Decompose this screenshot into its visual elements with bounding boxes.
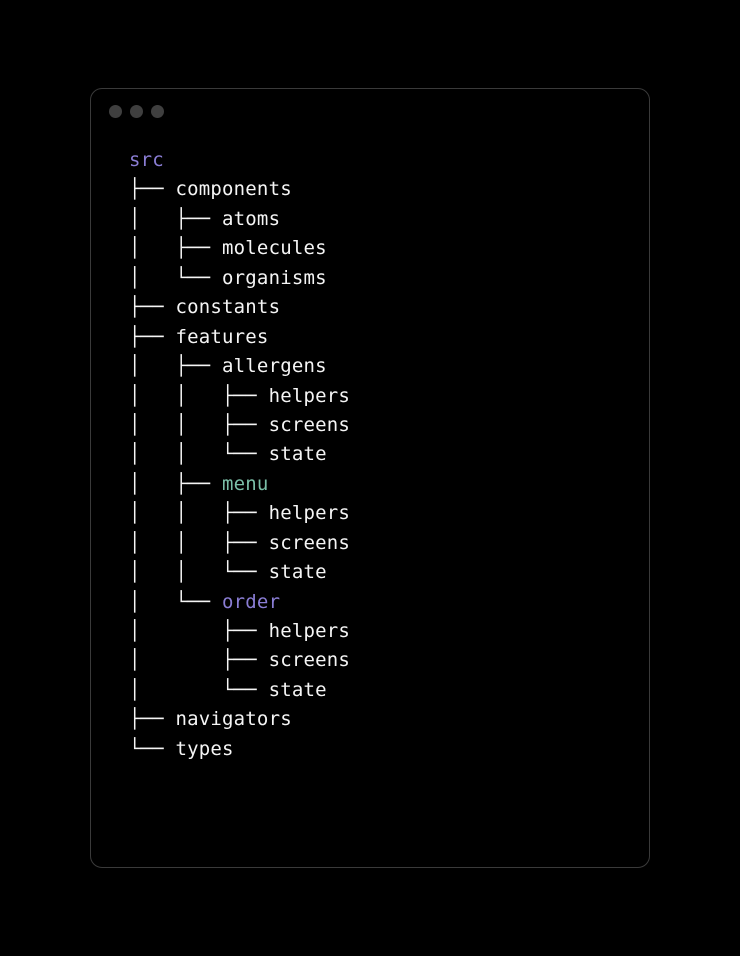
tree-line: │ ├── helpers bbox=[129, 617, 649, 646]
tree-line: └── types bbox=[129, 735, 649, 764]
tree-node-label: state bbox=[269, 443, 327, 465]
tree-branch-prefix: ├── bbox=[129, 708, 176, 730]
tree-node-label: organisms bbox=[222, 267, 327, 289]
tree-line: ├── features bbox=[129, 323, 649, 352]
tree-node-label: helpers bbox=[269, 620, 350, 642]
tree-line: │ ├── screens bbox=[129, 646, 649, 675]
tree-line: │ ├── atoms bbox=[129, 205, 649, 234]
tree-node-label: order bbox=[222, 591, 280, 613]
tree-node-label: helpers bbox=[269, 502, 350, 524]
tree-node-label: molecules bbox=[222, 237, 327, 259]
tree-branch-prefix: │ │ └── bbox=[129, 561, 269, 583]
tree-line: │ └── organisms bbox=[129, 264, 649, 293]
tree-line: ├── constants bbox=[129, 293, 649, 322]
tree-line: │ ├── menu bbox=[129, 470, 649, 499]
window-titlebar bbox=[91, 89, 649, 126]
tree-line: src bbox=[129, 146, 649, 175]
tree-node-label: state bbox=[269, 561, 327, 583]
tree-branch-prefix: └── bbox=[129, 738, 176, 760]
tree-node-label: features bbox=[176, 326, 269, 348]
tree-node-label: components bbox=[176, 178, 292, 200]
tree-node-label: state bbox=[269, 679, 327, 701]
tree-branch-prefix: │ ├── bbox=[129, 473, 222, 495]
tree-line: │ │ ├── screens bbox=[129, 529, 649, 558]
tree-line: │ └── state bbox=[129, 676, 649, 705]
tree-line: ├── components bbox=[129, 175, 649, 204]
tree-branch-prefix: │ └── bbox=[129, 591, 222, 613]
tree-node-label: constants bbox=[176, 296, 281, 318]
tree-branch-prefix: │ ├── bbox=[129, 355, 222, 377]
tree-line: │ │ └── state bbox=[129, 440, 649, 469]
tree-branch-prefix: │ ├── bbox=[129, 237, 222, 259]
tree-branch-prefix: │ └── bbox=[129, 267, 222, 289]
tree-node-label: menu bbox=[222, 473, 269, 495]
tree-line: │ │ ├── helpers bbox=[129, 382, 649, 411]
tree-branch-prefix: │ │ ├── bbox=[129, 502, 269, 524]
tree-node-label: src bbox=[129, 149, 164, 171]
tree-branch-prefix: │ └── bbox=[129, 679, 269, 701]
tree-line: │ ├── molecules bbox=[129, 234, 649, 263]
tree-node-label: screens bbox=[269, 649, 350, 671]
close-icon[interactable] bbox=[109, 105, 122, 118]
tree-branch-prefix: ├── bbox=[129, 296, 176, 318]
tree-node-label: allergens bbox=[222, 355, 327, 377]
tree-branch-prefix: │ │ └── bbox=[129, 443, 269, 465]
tree-branch-prefix: │ ├── bbox=[129, 208, 222, 230]
tree-branch-prefix: │ │ ├── bbox=[129, 385, 269, 407]
tree-line: │ │ └── state bbox=[129, 558, 649, 587]
tree-line: │ │ ├── screens bbox=[129, 411, 649, 440]
tree-branch-prefix: ├── bbox=[129, 178, 176, 200]
tree-node-label: helpers bbox=[269, 385, 350, 407]
minimize-icon[interactable] bbox=[130, 105, 143, 118]
terminal-window: src├── components│ ├── atoms│ ├── molecu… bbox=[90, 88, 650, 868]
tree-node-label: screens bbox=[269, 414, 350, 436]
tree-branch-prefix: │ │ ├── bbox=[129, 414, 269, 436]
directory-tree: src├── components│ ├── atoms│ ├── molecu… bbox=[91, 126, 649, 764]
tree-node-label: screens bbox=[269, 532, 350, 554]
tree-branch-prefix: ├── bbox=[129, 326, 176, 348]
tree-node-label: navigators bbox=[176, 708, 292, 730]
tree-branch-prefix: │ │ ├── bbox=[129, 532, 269, 554]
tree-node-label: atoms bbox=[222, 208, 280, 230]
tree-branch-prefix: │ ├── bbox=[129, 620, 269, 642]
tree-branch-prefix: │ ├── bbox=[129, 649, 269, 671]
maximize-icon[interactable] bbox=[151, 105, 164, 118]
tree-node-label: types bbox=[176, 738, 234, 760]
tree-line: ├── navigators bbox=[129, 705, 649, 734]
tree-line: │ │ ├── helpers bbox=[129, 499, 649, 528]
tree-line: │ └── order bbox=[129, 588, 649, 617]
tree-line: │ ├── allergens bbox=[129, 352, 649, 381]
